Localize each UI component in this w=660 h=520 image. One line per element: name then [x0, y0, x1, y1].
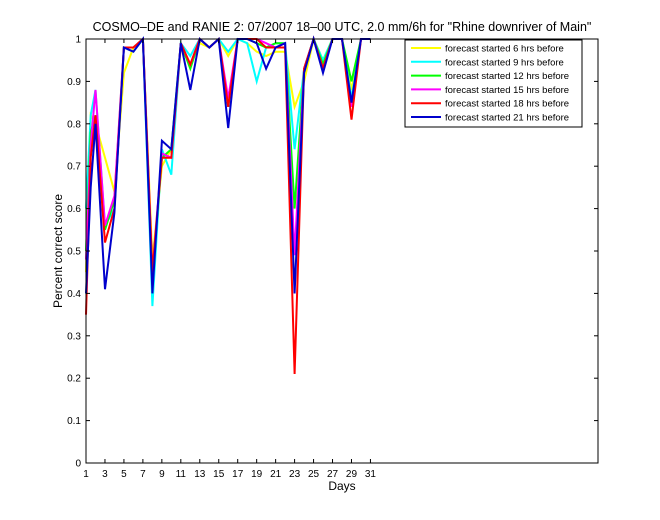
x-axis-label: Days	[328, 479, 355, 493]
x-axis-ticks: 1 3 5 7 9 11 13 15 17 19 21 23 25 27 29 31	[83, 39, 376, 480]
chart-title: COSMO–DE and RANIE 2: 07/2007 18–00 UTC,…	[93, 20, 592, 34]
legend-box	[404, 39, 583, 128]
x-tick-label: 1	[83, 469, 89, 480]
x-tick-label: 3	[102, 469, 108, 480]
y-tick-label: 0.5	[67, 247, 81, 258]
x-tick-label: 5	[121, 469, 127, 480]
x-tick-label: 25	[308, 469, 320, 480]
y-tick-label: 1	[75, 35, 81, 46]
x-tick-label: 31	[365, 469, 377, 480]
y-axis-ticks: 0 0.1 0.2 0.3 0.4 0.5 0.6 0.7 0.8 0.9 1	[67, 35, 598, 470]
y-tick-label: 0.3	[67, 331, 81, 342]
y-tick-label: 0.2	[67, 374, 81, 385]
x-tick-label: 21	[270, 469, 282, 480]
y-tick-label: 0	[75, 459, 81, 470]
legend-label-5: forecast started 18 hrs before	[445, 99, 569, 110]
x-tick-label: 19	[251, 469, 263, 480]
x-tick-label: 27	[327, 469, 339, 480]
x-tick-label: 9	[159, 469, 165, 480]
x-tick-label: 15	[213, 469, 225, 480]
legend-label-6: forecast started 21 hrs before	[445, 113, 569, 124]
y-tick-label: 0.4	[67, 289, 81, 300]
legend-label-3: forecast started 12 hrs before	[445, 71, 569, 82]
y-tick-label: 0.8	[67, 119, 81, 130]
legend: forecast started 6 hrs before forecast st…	[404, 39, 583, 128]
legend-label-1: forecast started 6 hrs before	[445, 44, 564, 55]
legend-label-4: forecast started 15 hrs before	[445, 85, 569, 96]
x-tick-label: 13	[194, 469, 206, 480]
series-line-6	[85, 35, 371, 294]
x-tick-label: 23	[289, 469, 301, 480]
y-tick-label: 0.1	[67, 416, 81, 427]
legend-label-2: forecast started 9 hrs before	[445, 57, 564, 68]
x-tick-label: 7	[140, 469, 146, 480]
y-tick-label: 0.9	[67, 77, 81, 88]
x-tick-label: 11	[176, 469, 187, 480]
legend-entries: forecast started 6 hrs before forecast st…	[411, 44, 569, 124]
series-layer	[85, 35, 371, 375]
y-tick-label: 0.7	[67, 162, 81, 173]
y-axis-label: Percent correct score	[51, 194, 65, 308]
x-tick-label: 29	[346, 469, 358, 480]
y-tick-label: 0.6	[67, 204, 81, 215]
x-tick-label: 17	[232, 469, 244, 480]
